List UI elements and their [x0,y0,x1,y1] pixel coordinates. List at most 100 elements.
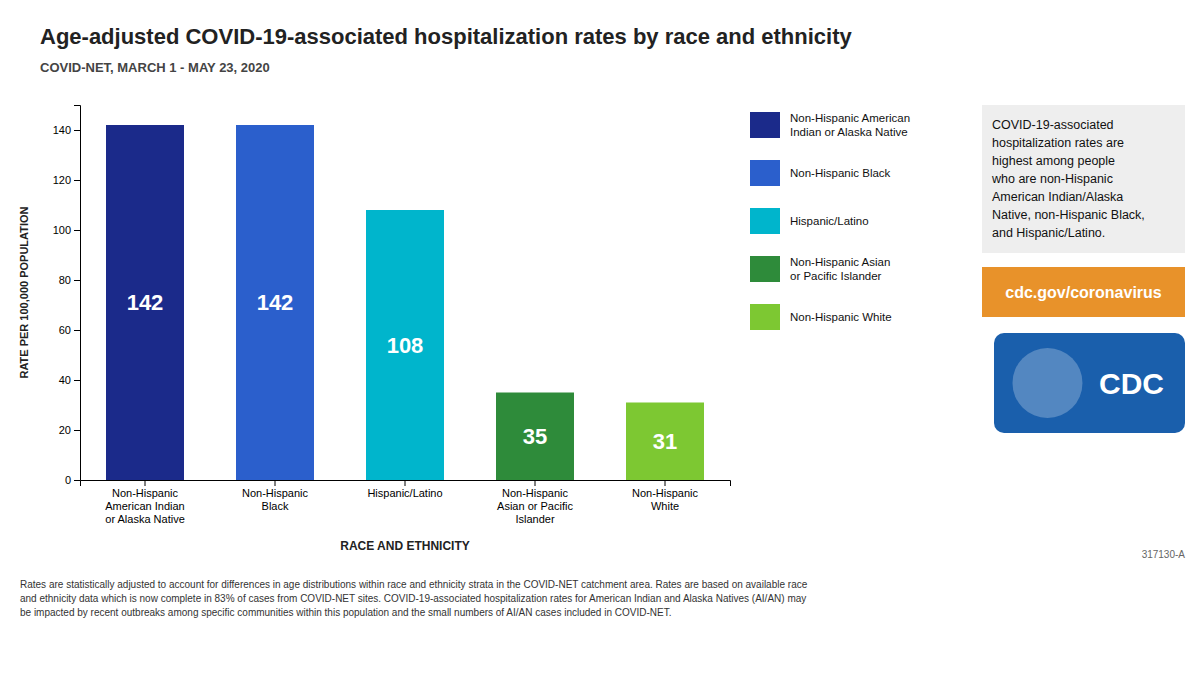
legend-swatch [750,304,780,330]
y-tick-mark [74,430,80,431]
text-line: Non-Hispanic White [790,311,892,323]
text-line: COVID-19-associated [992,118,1114,132]
text-line: be impacted by recent outbreaks among sp… [20,607,671,618]
x-tick: Non-HispanicBlack [242,480,309,512]
legend-item: Non-Hispanic American Indian or Alaska Na… [750,112,910,138]
text-line: Indian or Alaska Native [790,126,908,138]
url-text: cdc.gov/coronavirus [1005,284,1162,301]
y-tick-mark [74,180,80,181]
text-line: Rates are statistically adjusted to acco… [20,579,808,590]
text-line: Non-Hispanic [502,487,569,499]
text-line: Non-Hispanic American [790,112,910,124]
data-label: 35 [523,424,547,449]
legend-item: Non-Hispanic White [750,304,892,330]
text-line: Non-Hispanic [242,487,309,499]
text-line: American Indian/Alaska [992,190,1123,204]
x-tick-label: Non-HispanicWhite [632,487,699,512]
text-line: White [651,500,679,512]
text-line: or Pacific Islander [790,270,882,282]
legend-item: Non-Hispanic Asian or Pacific Islander [750,256,890,282]
y-tick-label: 20 [59,424,71,436]
text-line: Hispanic/Latino [790,215,869,227]
logo-box [994,333,1185,433]
legend-label: Non-Hispanic White [790,311,892,323]
x-tick-label: Hispanic/Latino [367,487,442,499]
y-tick: 100 [53,224,80,236]
x-tick-mark [275,480,276,486]
text-line: Non-Hispanic [112,487,179,499]
data-label: 108 [387,333,424,358]
y-tick: 140 [53,124,80,136]
text-line: highest among people [992,154,1115,168]
text-line: Native, non-Hispanic Black, [992,208,1145,222]
text-line: who are non-Hispanic [991,172,1113,186]
y-tick: 20 [59,424,80,436]
data-label: 142 [257,290,294,315]
y-tick-label: 0 [65,474,71,486]
x-tick: Non-HispanicAsian or PacificIslander [497,480,573,525]
bar [106,125,184,480]
text-line: Non-Hispanic Black [790,167,891,179]
y-tick: 40 [59,374,80,386]
text-line: Black [262,500,289,512]
x-axis-title: RACE AND ETHNICITY [340,539,470,553]
text-line: Islander [515,513,554,525]
text-line: and Hispanic/Latino. [992,226,1105,240]
y-axis: 0 20 40 60 80 100 120 140 [53,106,81,487]
url-box [982,267,1185,317]
y-tick: 120 [53,174,80,186]
logo-text: CDC [1099,367,1164,400]
y-tick-mark [74,330,80,331]
footnote: Rates are statistically adjusted to acco… [20,579,808,618]
x-tick-mark [145,480,146,486]
x-tick-mark [535,480,536,486]
x-tick-label: Non-HispanicAsian or PacificIslander [497,487,573,525]
legend-label: Non-Hispanic Black [790,167,891,179]
figure-id: 317130-A [1142,549,1186,560]
legend-item: Non-Hispanic Black [750,160,891,186]
chart-canvas: Age-adjusted COVID-19-associated hospita… [0,0,1200,675]
y-tick: 60 [59,324,80,336]
text-line: Asian or Pacific [497,500,573,512]
legend-label: Non-Hispanic American Indian or Alaska Na… [790,112,910,138]
y-tick-label: 140 [53,124,71,136]
x-axis-line [81,481,731,487]
y-tick-label: 100 [53,224,71,236]
y-tick-label: 40 [59,374,71,386]
y-tick-mark [74,130,80,131]
text-line: American Indian [105,500,185,512]
bar [626,403,704,481]
data-labels: 142 142 108 35 31 [127,290,678,454]
bar [366,210,444,480]
annotation-box [982,105,1185,253]
subtitle: COVID-NET, MARCH 1 - MAY 23, 2020 [40,60,270,75]
x-tick: Non-HispanicWhite [632,480,699,512]
y-tick: 0 [65,474,80,486]
x-tick: Non-HispanicAmerican Indianor Alaska Nat… [105,480,185,525]
y-tick-mark [74,380,80,381]
data-label: 31 [653,429,677,454]
text-line: Hispanic/Latino [367,487,442,499]
annotation: COVID-19-associatedhospitalization rates… [991,118,1145,240]
y-tick-label: 120 [53,174,71,186]
x-tick-mark [405,480,406,486]
logo-emblem [1012,348,1082,418]
legend-item: Hispanic/Latino [750,208,869,234]
x-tick-label: Non-HispanicBlack [242,487,309,512]
y-tick-mark [74,280,80,281]
legend-swatch [750,256,780,282]
text-line: or Alaska Native [105,513,184,525]
text-line: Non-Hispanic Asian [790,256,890,268]
legend-swatch [750,208,780,234]
text-line: Non-Hispanic [632,487,699,499]
y-axis-line [74,106,81,481]
y-tick-label: 60 [59,324,71,336]
legend: Non-Hispanic American Indian or Alaska Na… [750,112,910,330]
legend-label: Hispanic/Latino [790,215,869,227]
data-label: 142 [127,290,164,315]
y-tick: 80 [59,274,80,286]
x-tick-mark [665,480,666,486]
legend-swatch [750,112,780,138]
legend-label: Non-Hispanic Asian or Pacific Islander [790,256,890,282]
y-tick-mark [74,230,80,231]
